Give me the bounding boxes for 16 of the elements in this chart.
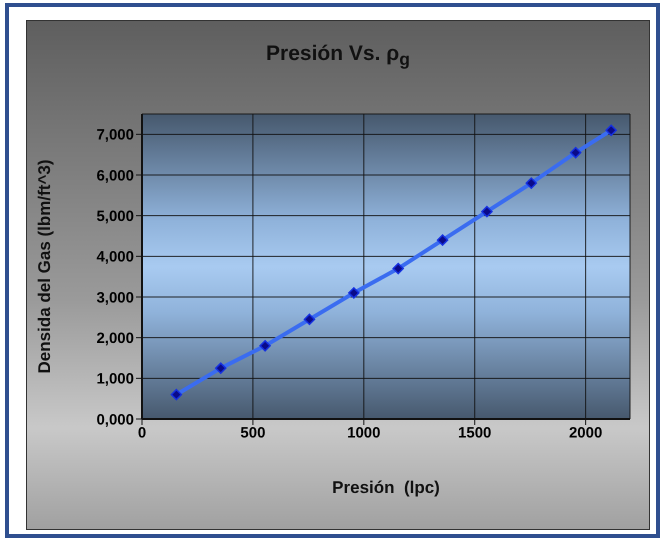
x-axis-title: Presión (lpc) (331, 478, 441, 498)
y-axis-title: Densida del Gas (lbm/ft^3) (35, 160, 54, 374)
x-tick-label: 2000 (568, 424, 602, 442)
chart-title: Presión Vs. ρ$_{g}$ (265, 42, 411, 70)
x-tick-label: 0 (138, 424, 146, 442)
y-tick-label: 4,000 (96, 248, 134, 266)
x-tick-label: 500 (240, 424, 266, 442)
y-tick-label: 7,000 (96, 126, 134, 144)
y-tick-label: 3,000 (96, 289, 134, 306)
x-tick-label: 1500 (458, 424, 492, 442)
y-tick-label: 0,000 (96, 411, 134, 428)
y-tick-label: 5,000 (96, 208, 134, 225)
y-tick-label: 6,000 (96, 167, 134, 184)
y-tick-label: 1,000 (96, 370, 134, 388)
y-tick-label: 2,000 (96, 330, 134, 347)
x-tick-label: 1000 (347, 424, 381, 442)
